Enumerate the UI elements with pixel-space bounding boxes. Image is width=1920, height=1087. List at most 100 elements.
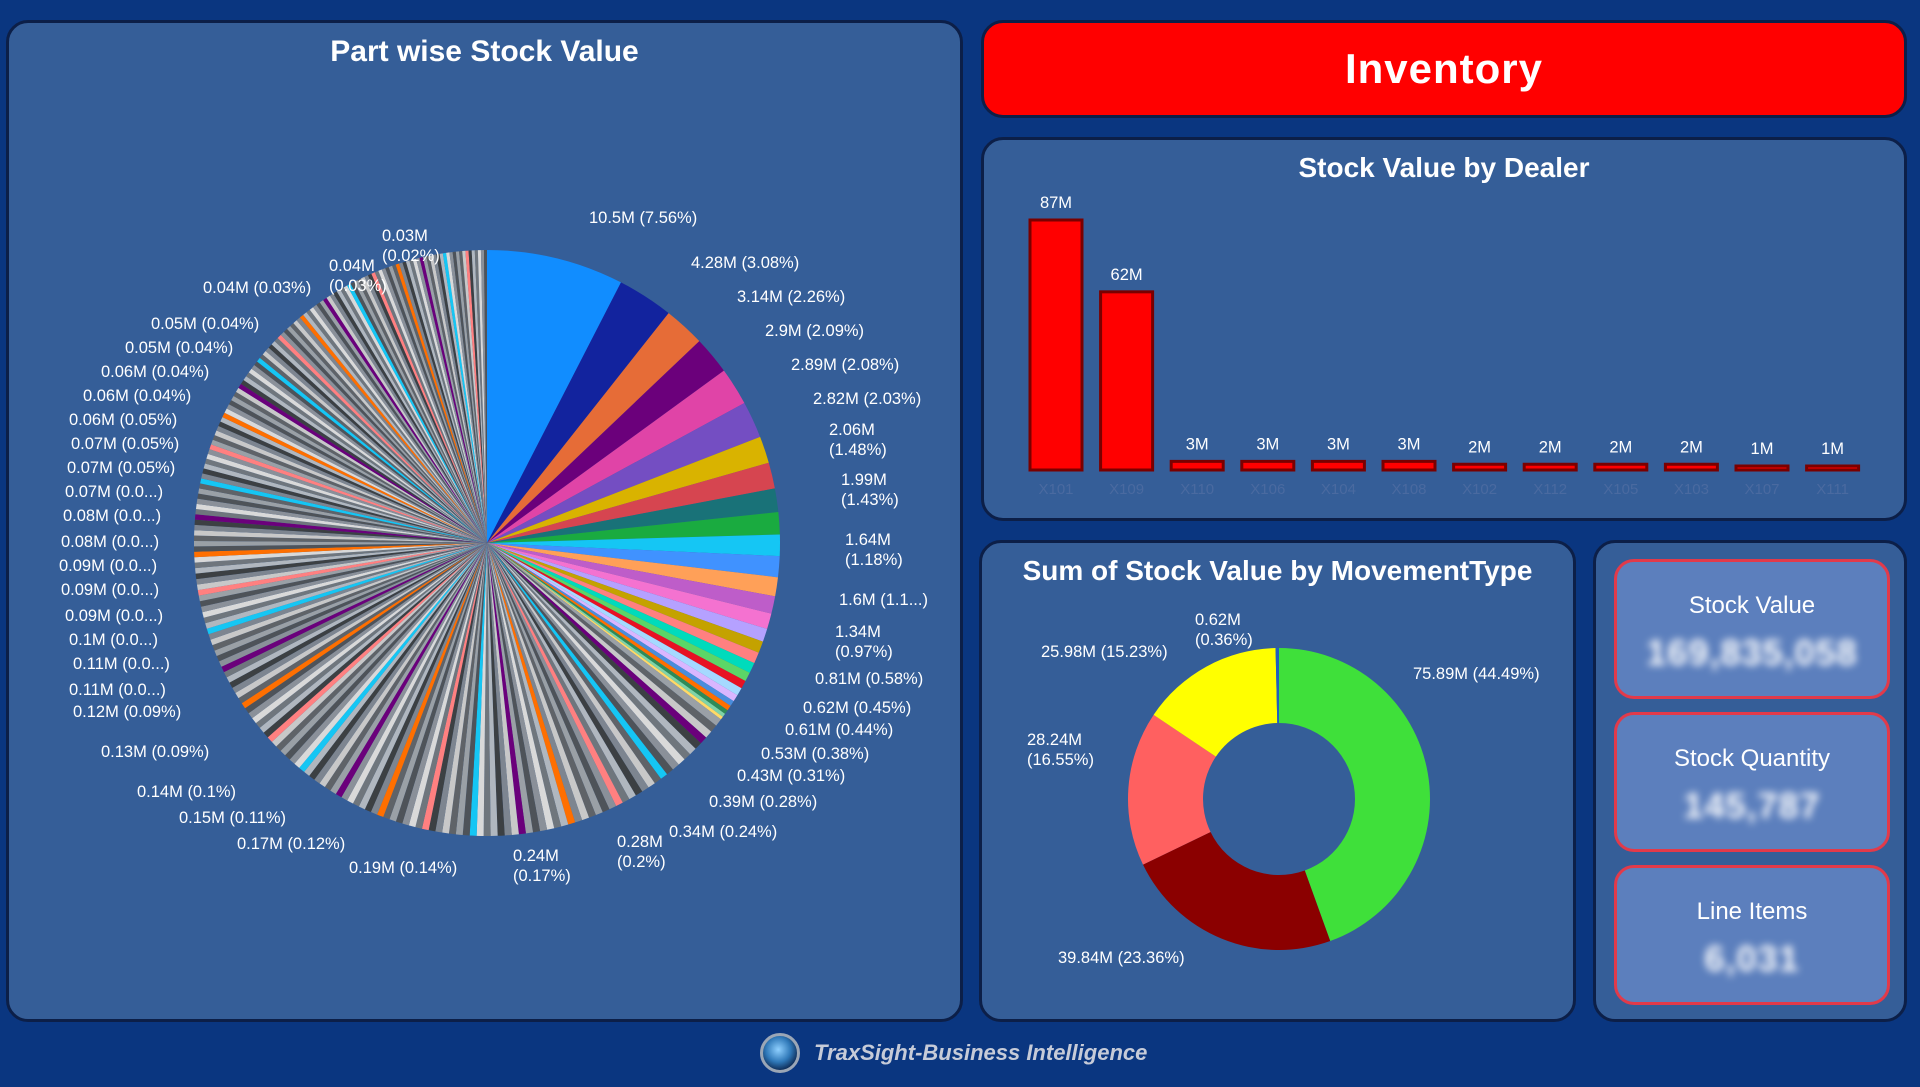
pie-slice-small[interactable] — [471, 250, 487, 544]
pie-slice-small[interactable] — [340, 287, 487, 543]
pie-slice-small[interactable] — [329, 293, 487, 543]
pie-slice-small[interactable] — [350, 281, 487, 543]
pie-slice-small[interactable] — [487, 543, 707, 744]
pie-slice-small[interactable] — [343, 285, 487, 543]
pie-slice[interactable] — [487, 543, 750, 682]
pie-slice-small[interactable] — [360, 276, 487, 543]
pie-slice-small[interactable] — [455, 543, 487, 835]
pie-slice-small[interactable] — [367, 273, 487, 543]
pie-slice-small[interactable] — [294, 543, 487, 768]
pie-slice-small[interactable] — [333, 291, 487, 543]
pie-slice-small[interactable] — [203, 543, 487, 624]
pie-slice-small[interactable] — [421, 543, 487, 831]
pie-slice-small[interactable] — [487, 543, 562, 829]
pie-slice-small[interactable] — [477, 250, 487, 544]
pie-slice-small[interactable] — [218, 421, 488, 543]
pie-slice-small[interactable] — [335, 543, 487, 798]
pie-slice-small[interactable] — [289, 543, 487, 764]
pie-slice-small[interactable] — [374, 270, 487, 543]
pie-slice-small[interactable] — [248, 543, 487, 719]
pie-slice-small[interactable] — [194, 530, 487, 543]
pie-slice-small[interactable] — [455, 251, 487, 543]
pie-slice-small[interactable] — [197, 493, 487, 543]
pie-slice-small[interactable] — [290, 323, 487, 543]
dealer-bar[interactable] — [1452, 462, 1508, 472]
pie-slice-small[interactable] — [194, 519, 487, 543]
part-stock-value-pie-chart[interactable]: 10.5M (7.56%) 4.28M (3.08%) 3.14M (2.26%) 2… — [9, 23, 960, 1019]
pie-slice-small[interactable] — [465, 250, 487, 543]
pie-slice-small[interactable] — [214, 543, 487, 657]
pie-slice-small[interactable] — [442, 252, 487, 543]
pie-slice[interactable] — [487, 370, 745, 543]
pie-slice-small[interactable] — [357, 278, 487, 543]
dealer-bar[interactable] — [1240, 459, 1296, 472]
pie-slice-small[interactable] — [238, 383, 487, 543]
pie-slice-small[interactable] — [459, 251, 487, 544]
pie-slice[interactable] — [487, 543, 763, 653]
pie-slice-small[interactable] — [235, 543, 487, 699]
pie-slice[interactable] — [487, 282, 669, 543]
pie-slice[interactable] — [487, 543, 723, 720]
pie-slice-small[interactable] — [446, 252, 487, 543]
pie-slice-small[interactable] — [194, 543, 487, 563]
pie-slice-small[interactable] — [487, 543, 603, 816]
pie-slice-small[interactable] — [412, 258, 487, 543]
pie-slice-small[interactable] — [268, 344, 487, 543]
pie-slice[interactable] — [487, 534, 780, 557]
pie-slice-small[interactable] — [238, 543, 487, 704]
pie-slice-small[interactable] — [196, 498, 487, 543]
pie-slice-small[interactable] — [476, 543, 487, 836]
pie-slice-small[interactable] — [422, 256, 487, 543]
pie-slice-small[interactable] — [220, 417, 487, 543]
pie-slice-small[interactable] — [214, 430, 487, 543]
donut-slice[interactable] — [1153, 648, 1278, 757]
pie-slice-small[interactable] — [221, 543, 488, 673]
pie-slice[interactable] — [487, 250, 621, 543]
pie-slice-small[interactable] — [487, 543, 519, 835]
pie-slice-small[interactable] — [194, 543, 487, 552]
pie-slice-small[interactable] — [487, 543, 649, 792]
dealer-bar[interactable] — [1522, 462, 1578, 472]
pie-slice-small[interactable] — [200, 478, 487, 543]
pie-slice[interactable] — [487, 402, 761, 543]
pie-slice-small[interactable] — [487, 543, 667, 779]
pie-slice-small[interactable] — [243, 376, 487, 543]
pie-slice-small[interactable] — [383, 543, 487, 820]
pie-slice-small[interactable] — [389, 543, 487, 822]
pie-slice-small[interactable] — [381, 268, 487, 543]
pie-slice-small[interactable] — [276, 543, 487, 751]
dealer-bar[interactable] — [1169, 459, 1225, 472]
pie-slice-small[interactable] — [259, 543, 487, 733]
pie-slice-small[interactable] — [274, 337, 487, 543]
pie-slice-small[interactable] — [435, 543, 487, 833]
pie-slice-small[interactable] — [323, 297, 487, 543]
pie-slice-small[interactable] — [263, 543, 487, 738]
pie-slice-small[interactable] — [313, 304, 487, 543]
pie-slice-small[interactable] — [205, 543, 487, 629]
pie-slice-small[interactable] — [280, 331, 487, 543]
stock-quantity-card[interactable]: Stock Quantity 145,787 — [1614, 712, 1890, 852]
pie-slice-small[interactable] — [487, 543, 541, 833]
pie-slice-small[interactable] — [208, 543, 487, 640]
pie-slice-small[interactable] — [448, 543, 487, 835]
pie-slice-small[interactable] — [428, 543, 487, 832]
pie-slice-small[interactable] — [319, 543, 487, 788]
pie-slice-small[interactable] — [218, 543, 488, 667]
pie-slice-small[interactable] — [259, 354, 487, 543]
pie-slice-small[interactable] — [293, 320, 487, 543]
pie-slice-small[interactable] — [195, 543, 487, 574]
pie-slice-small[interactable] — [324, 543, 487, 791]
pie-slice-small[interactable] — [487, 543, 526, 835]
pie-slice-small[interactable] — [280, 543, 487, 756]
pie-slice-small[interactable] — [487, 543, 498, 836]
pie-slice-small[interactable] — [439, 253, 487, 543]
pie-slice-small[interactable] — [487, 543, 610, 813]
pie-slice-small[interactable] — [224, 408, 487, 543]
pie-slice[interactable] — [487, 543, 776, 614]
pie-slice-small[interactable] — [206, 453, 487, 543]
pie-slice-small[interactable] — [285, 543, 487, 760]
pie-slice-small[interactable] — [487, 543, 617, 810]
pie-slice-small[interactable] — [487, 543, 691, 760]
pie-slice-small[interactable] — [385, 266, 487, 543]
pie-slice-small[interactable] — [199, 483, 487, 543]
